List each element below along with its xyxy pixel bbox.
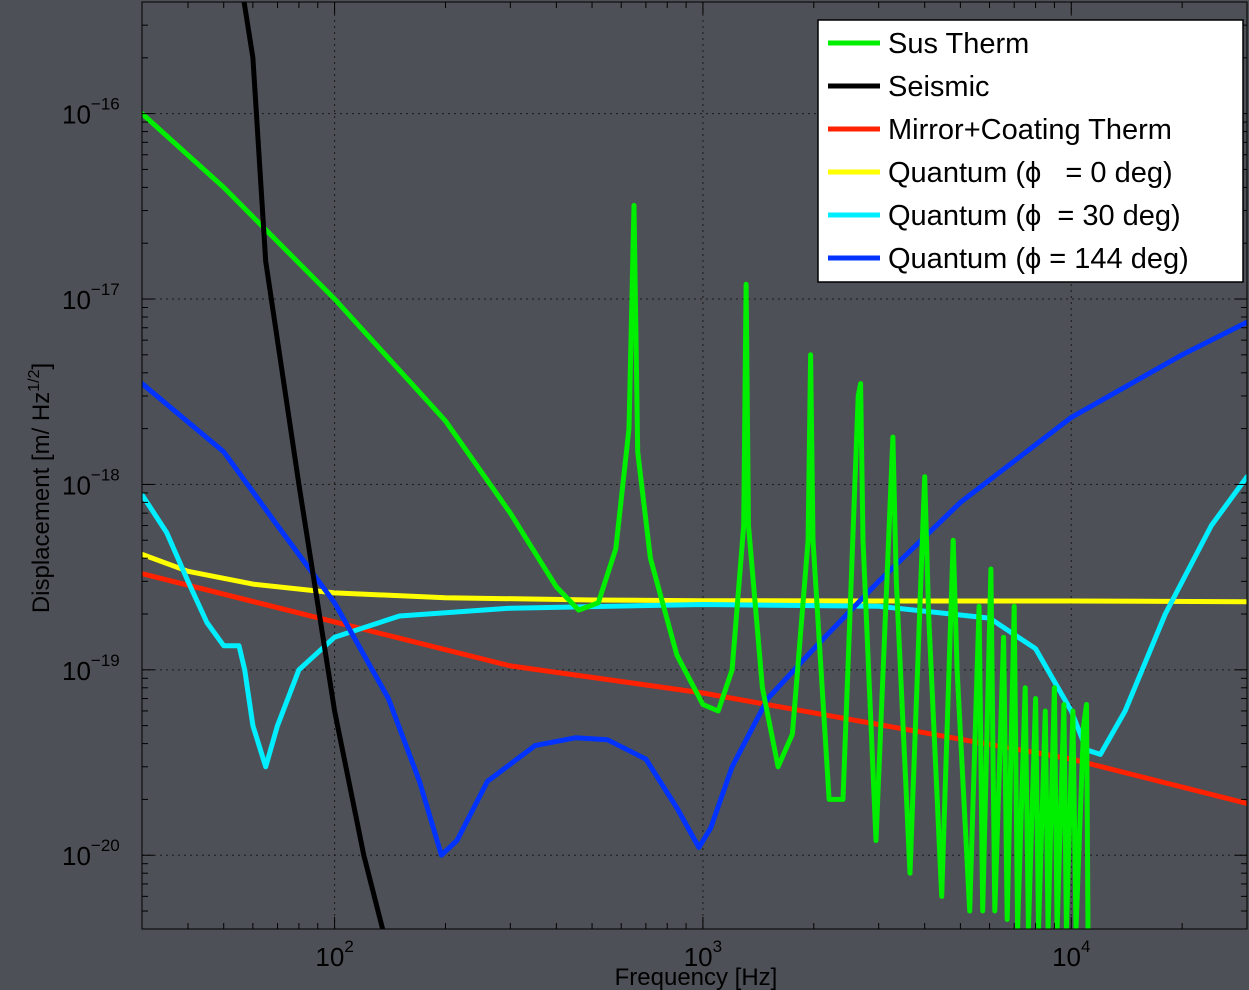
legend-label: Quantum (ϕ = 0 deg) xyxy=(888,157,1173,189)
y-axis-label-close: ] xyxy=(28,363,55,370)
series-lines xyxy=(142,2,1247,929)
y-tick-label: 10−18 xyxy=(62,465,120,500)
legend-label: Mirror+Coating Therm xyxy=(888,114,1172,146)
legend-label: Quantum (ϕ = 30 deg) xyxy=(888,200,1181,232)
x-tick-label-exponent: 4 xyxy=(1081,937,1090,956)
x-tick-label: 104 xyxy=(1052,937,1090,972)
series-line-1 xyxy=(241,2,386,929)
x-tick-label-base: 10 xyxy=(315,942,344,972)
y-tick-label-base: 10 xyxy=(62,285,91,315)
series-line-4 xyxy=(142,474,1247,770)
x-tick-label: 102 xyxy=(315,937,353,972)
y-tick-label-exponent: −18 xyxy=(91,465,120,484)
y-axis-label-exponent: 1/2 xyxy=(26,369,43,391)
y-tick-label-base: 10 xyxy=(62,470,91,500)
legend-label: Sus Therm xyxy=(888,28,1029,60)
legend: Sus Therm Seismic Mirror+Coating Therm Quan… xyxy=(817,19,1244,283)
series-line-0 xyxy=(142,111,1091,929)
axes-frame xyxy=(141,1,1248,930)
legend-box xyxy=(817,19,1244,283)
y-axis-label: Displacement [m/ Hz1/2] xyxy=(26,363,55,613)
x-tick-label-exponent: 2 xyxy=(344,937,353,956)
y-tick-label: 10−16 xyxy=(62,95,120,130)
x-tick-label-exponent: 3 xyxy=(713,937,722,956)
x-axis-label: Frequency [Hz] xyxy=(615,964,778,990)
x-tick-label-base: 10 xyxy=(684,942,713,972)
legend-label: Quantum (ϕ = 144 deg) xyxy=(888,243,1189,275)
series-line-3 xyxy=(142,551,1247,605)
legend-label: Seismic xyxy=(888,71,990,103)
series-line-2 xyxy=(142,571,1247,806)
y-tick-label-base: 10 xyxy=(62,100,91,130)
y-tick-label-exponent: −17 xyxy=(91,280,120,299)
series-line-5 xyxy=(142,319,1247,858)
grid xyxy=(142,2,1247,929)
y-tick-label-base: 10 xyxy=(62,841,91,871)
y-tick-label-base: 10 xyxy=(62,656,91,686)
y-tick-label: 10−20 xyxy=(62,836,120,871)
y-tick-label-exponent: −20 xyxy=(91,836,120,855)
y-tick-label: 10−17 xyxy=(62,280,120,315)
y-tick-label-exponent: −19 xyxy=(91,651,120,670)
x-tick-label: 103 xyxy=(684,937,722,972)
x-tick-label-base: 10 xyxy=(1052,942,1081,972)
y-axis-label-main: Displacement [m/ Hz xyxy=(28,392,55,613)
y-tick-label-exponent: −16 xyxy=(91,95,120,114)
y-tick-label: 10−19 xyxy=(62,651,120,686)
